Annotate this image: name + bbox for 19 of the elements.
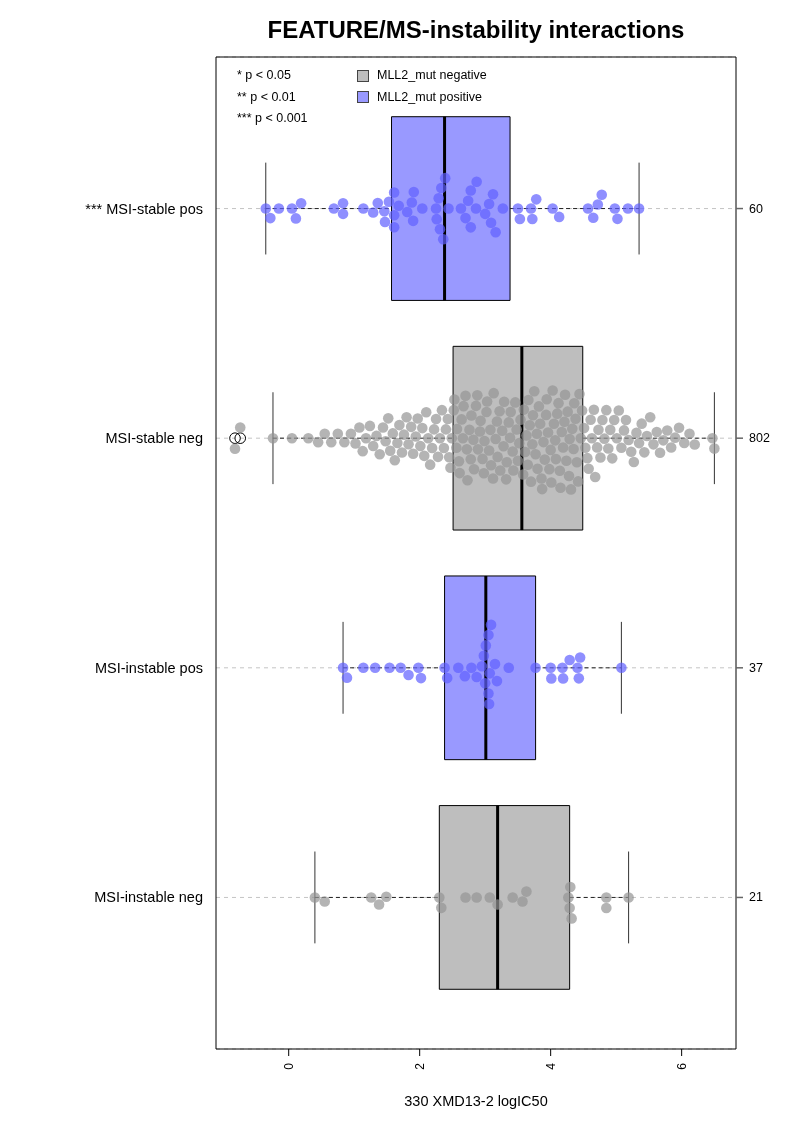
legend-label: MLL2_mut negative bbox=[377, 67, 487, 84]
annotation: ** p < 0.01 bbox=[237, 88, 297, 106]
chart-title: FEATURE/MS-instability interactions bbox=[266, 16, 686, 44]
annotation: * p < 0.05 bbox=[237, 67, 292, 84]
x-axis-title: 330 XMD13-2 logIC50 bbox=[404, 1093, 548, 1109]
y2-tick-label: 802 bbox=[749, 431, 770, 446]
y-tick-label: MSI-instable pos bbox=[95, 659, 203, 676]
x-tick-label: 0 bbox=[281, 1062, 296, 1070]
x-tick-label: 6 bbox=[674, 1062, 689, 1070]
legend-label: MLL2_mut positive bbox=[377, 88, 482, 106]
y2-tick-label: 60 bbox=[749, 201, 763, 216]
x-tick-label: 4 bbox=[543, 1062, 558, 1070]
x-tick-label: 2 bbox=[412, 1062, 427, 1070]
y-tick-label: *** MSI-stable pos bbox=[85, 200, 203, 217]
y2-tick-label: 21 bbox=[749, 890, 763, 905]
annotation: *** p < 0.001 bbox=[237, 110, 308, 127]
y-tick-label: MSI-instable neg bbox=[94, 889, 203, 906]
y-tick-label: MSI-stable neg bbox=[105, 430, 203, 447]
y2-tick-label: 37 bbox=[749, 660, 763, 675]
